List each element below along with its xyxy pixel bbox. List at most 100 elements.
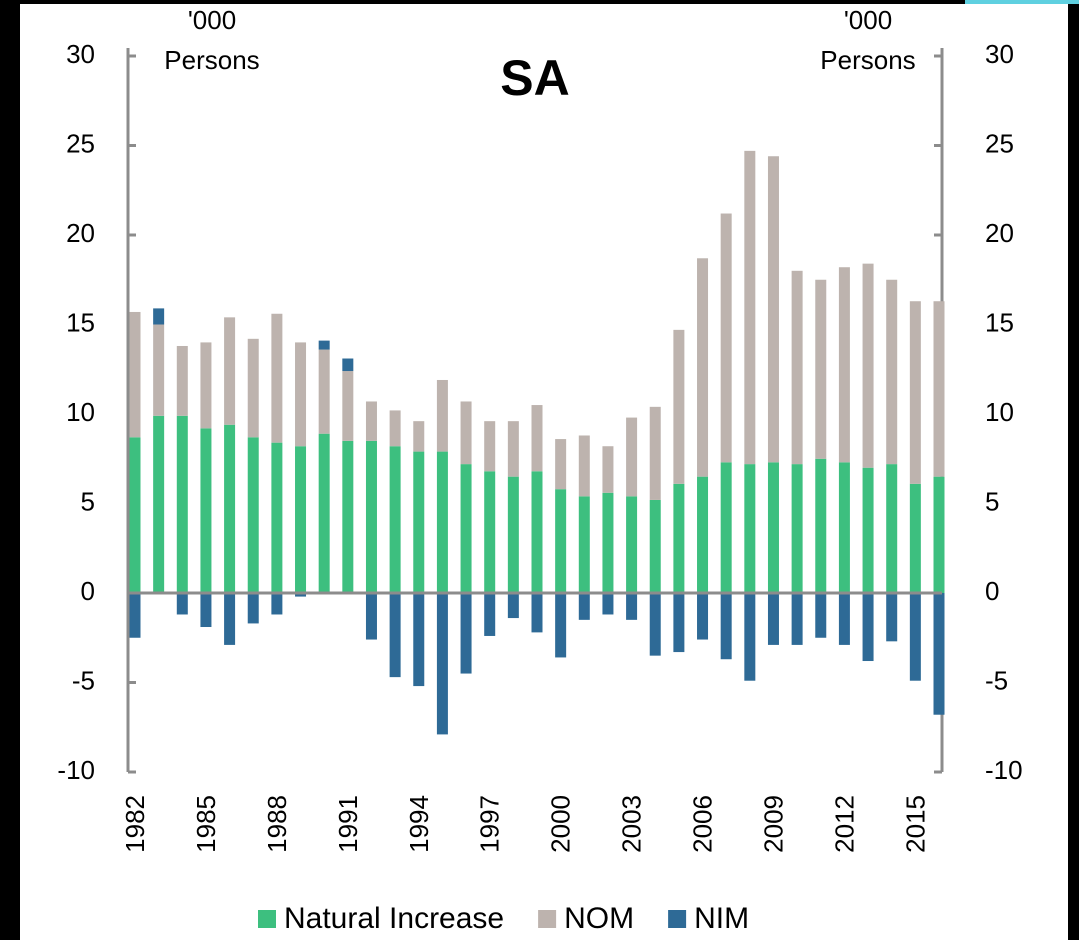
x-tick-label: 1991 <box>333 795 363 853</box>
y2-tick-label: -5 <box>985 665 1008 695</box>
y2-axis-label: '000 <box>844 5 892 35</box>
bar-segment <box>602 492 614 593</box>
bar-segment <box>507 476 519 593</box>
bar-segment <box>649 593 661 656</box>
legend-label: Natural Increase <box>284 902 504 935</box>
bar-segment <box>413 593 425 687</box>
y-axis-label: Persons <box>164 45 259 75</box>
bar-segment <box>318 349 330 434</box>
bar-segment <box>342 440 354 593</box>
bar-segment <box>791 464 803 593</box>
x-tick-label: 1982 <box>120 795 150 853</box>
bar-segment <box>602 593 614 615</box>
x-tick-label: 2006 <box>688 795 718 853</box>
bar-segment <box>815 458 827 593</box>
bar-segment <box>176 593 188 615</box>
bar-segment <box>862 467 874 593</box>
bar-segment <box>271 593 283 615</box>
bar-segment <box>436 379 448 452</box>
bar-segment <box>271 313 283 443</box>
bar-segment <box>578 496 590 593</box>
y2-tick-label: 30 <box>985 39 1014 69</box>
y-tick-label: 5 <box>81 486 95 516</box>
bar-segment <box>200 593 212 628</box>
bar-segment <box>697 593 709 640</box>
y2-tick-label: 0 <box>985 576 999 606</box>
bar-segment <box>933 476 945 593</box>
bar-segment <box>555 593 567 658</box>
y2-tick-label: 15 <box>985 307 1014 337</box>
bar-segment <box>460 401 472 465</box>
bar-segment <box>176 345 188 416</box>
bar-segment <box>626 496 638 593</box>
y2-tick-label: -10 <box>985 755 1023 785</box>
x-tick-label: 2015 <box>900 795 930 853</box>
bar-segment <box>153 308 165 325</box>
bar-segment <box>602 446 614 493</box>
y-tick-label: 30 <box>66 39 95 69</box>
bar-segment <box>626 593 638 620</box>
bar-segment <box>295 446 307 593</box>
bar-segment <box>886 279 898 465</box>
bar-segment <box>507 421 519 477</box>
bar-segment <box>484 593 496 636</box>
x-tick-label: 2003 <box>617 795 647 853</box>
bar-segment <box>697 258 709 477</box>
y-tick-label: 20 <box>66 218 95 248</box>
bar-segment <box>886 593 898 642</box>
y2-tick-label: 5 <box>985 486 999 516</box>
bar-segment <box>673 593 685 653</box>
bar-segment <box>318 340 330 350</box>
bar-segment <box>224 424 236 593</box>
bar-segment <box>791 593 803 645</box>
x-tick-label: 2012 <box>829 795 859 853</box>
bar-segment <box>767 593 779 645</box>
x-tick-label: 2009 <box>758 795 788 853</box>
x-tick-label: 1985 <box>191 795 221 853</box>
bar-segment <box>838 593 850 645</box>
y-tick-label: -10 <box>57 755 95 785</box>
y2-tick-label: 10 <box>985 397 1014 427</box>
bar-segment <box>224 593 236 645</box>
bar-segment <box>460 593 472 674</box>
bar-segment <box>389 446 401 593</box>
legend-swatch <box>668 910 687 928</box>
bar-segment <box>720 462 732 593</box>
bar-segment <box>578 593 590 620</box>
corner-accent <box>965 0 1079 4</box>
bar-segment <box>933 593 945 715</box>
bar-segment <box>153 324 165 416</box>
bar-segment <box>815 279 827 459</box>
bar-segment <box>626 417 638 497</box>
bar-segment <box>507 593 519 619</box>
bar-segment <box>649 406 661 500</box>
bar-segment <box>791 270 803 465</box>
bar-segment <box>129 311 141 438</box>
y-tick-label: -5 <box>72 665 95 695</box>
bar-segment <box>909 483 921 593</box>
y-tick-label: 15 <box>66 307 95 337</box>
chart-title: SA <box>500 50 569 106</box>
bar-segment <box>697 476 709 593</box>
bar-segment <box>862 263 874 468</box>
bar-segment <box>909 301 921 484</box>
bar-segment <box>649 499 661 593</box>
bar-segment <box>342 358 354 372</box>
bar-segment <box>555 439 567 490</box>
bar-segment <box>578 435 590 497</box>
bar-segment <box>862 593 874 662</box>
legend-swatch <box>258 910 276 928</box>
bar-segment <box>153 415 165 593</box>
bar-segment <box>247 593 259 624</box>
y-tick-label: 10 <box>66 397 95 427</box>
bar-segment <box>720 593 732 660</box>
bar-segment <box>295 593 307 597</box>
x-tick-label: 1988 <box>262 795 292 853</box>
bar-segment <box>365 440 377 593</box>
legend-swatch <box>538 910 557 928</box>
bar-segment <box>673 329 685 484</box>
bar-segment <box>365 401 377 441</box>
y-tick-label: 25 <box>66 128 95 158</box>
legend-label: NOM <box>564 902 634 935</box>
bar-segment <box>176 415 188 593</box>
